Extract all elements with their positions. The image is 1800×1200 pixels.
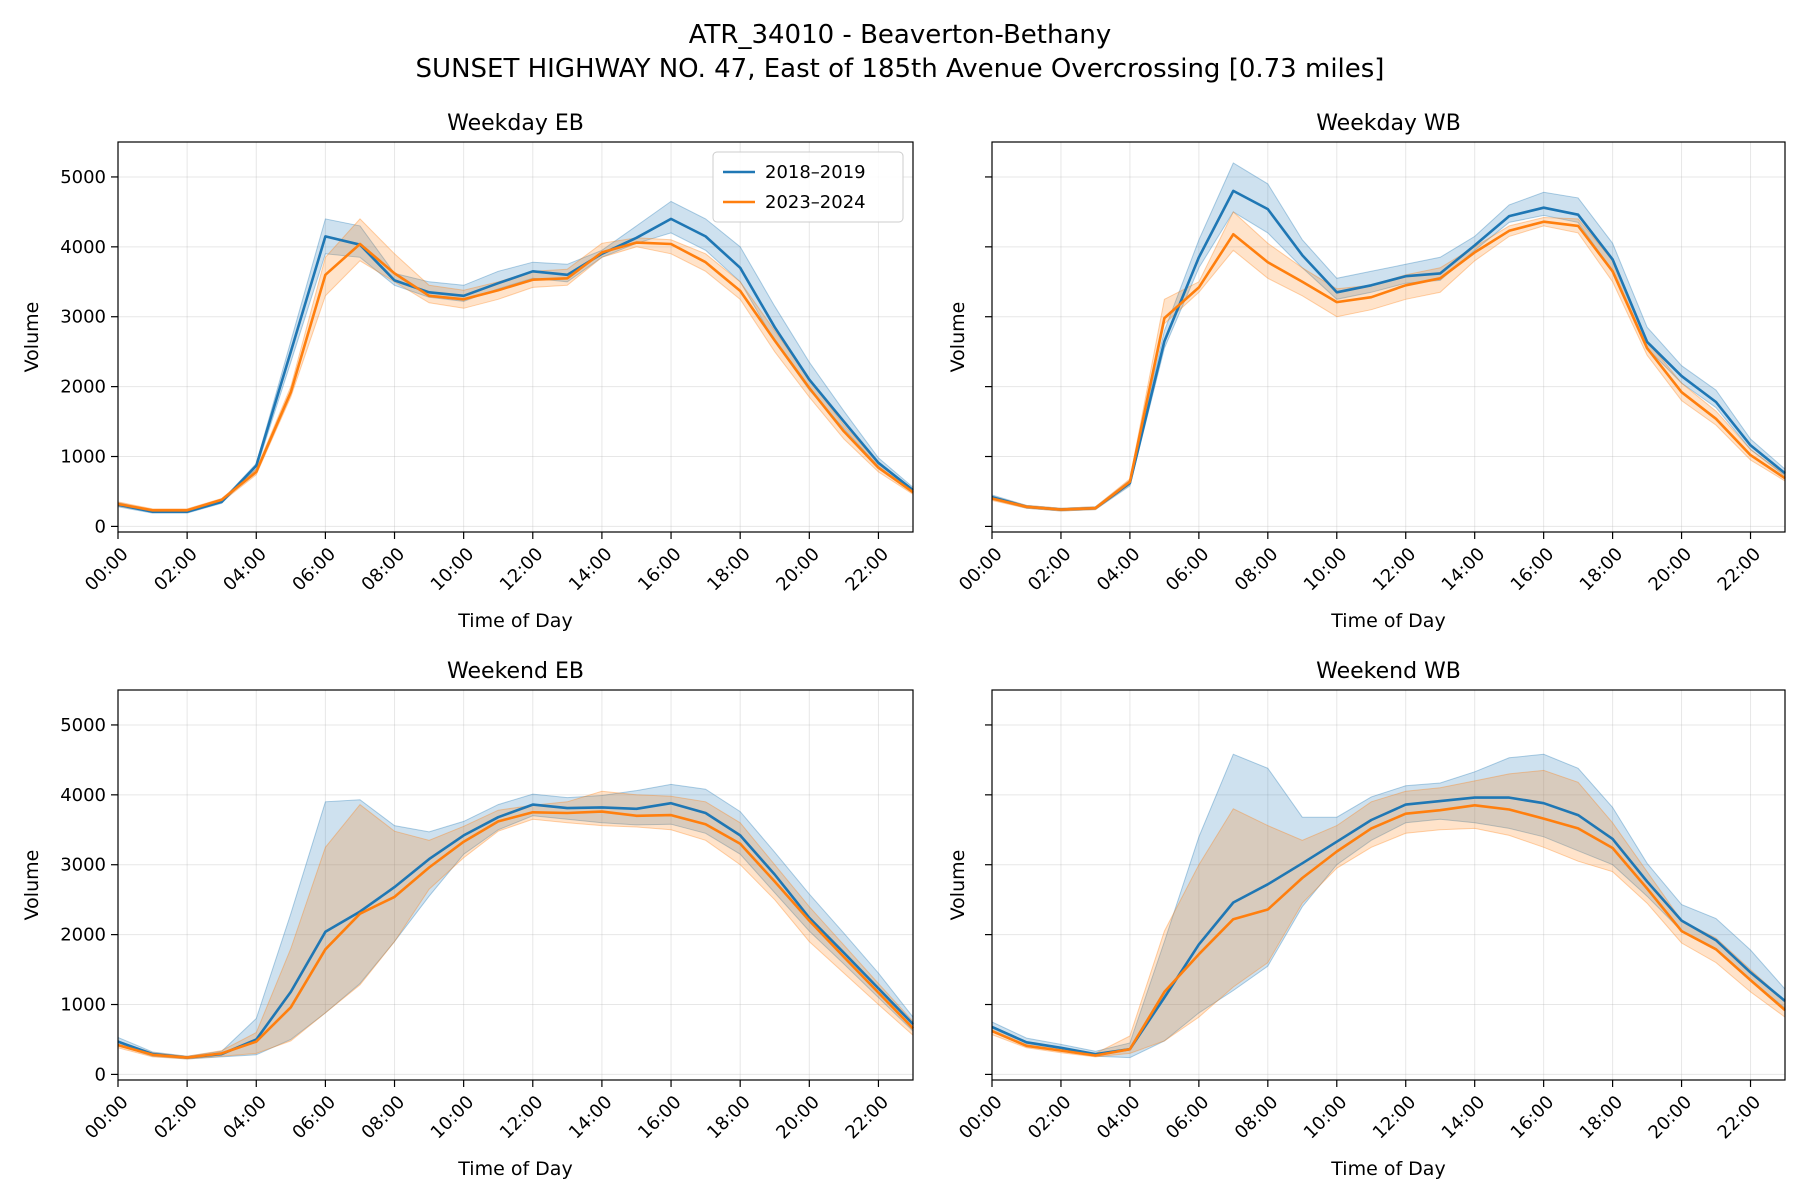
x-tick-label: 06:00	[288, 1092, 340, 1144]
chart-title: Weekday EB	[447, 111, 584, 136]
x-tick-label: 20:00	[772, 544, 824, 596]
y-tick-label: 2000	[60, 925, 106, 946]
x-tick-label: 02:00	[1024, 1092, 1076, 1144]
x-tick-label: 22:00	[1714, 1092, 1766, 1144]
x-tick-label: 20:00	[772, 1092, 824, 1144]
series-line-1	[117, 217, 914, 514]
series-line-2	[117, 810, 914, 1059]
x-tick-label: 00:00	[955, 1092, 1007, 1144]
y-axis-label: Volume	[21, 850, 43, 921]
x-tick-label: 08:00	[358, 544, 410, 596]
x-tick-label: 20:00	[1645, 1092, 1697, 1144]
legend-label-1: 2018–2019	[765, 162, 866, 183]
x-tick-label: 08:00	[1231, 1092, 1283, 1144]
y-axis-label: Volume	[947, 850, 969, 921]
x-tick-label: 08:00	[358, 1092, 410, 1144]
x-tick-label: 16:00	[634, 1092, 686, 1144]
x-tick-label: 00:00	[81, 544, 133, 596]
y-tick-label: 5000	[60, 167, 106, 188]
x-tick-label: 16:00	[1507, 1092, 1559, 1144]
series-line-2	[991, 220, 1786, 511]
chart-title: Weekday WB	[1316, 111, 1461, 136]
chart-panel-3: 00:00 02:00 04:00 06:00 08:00 10:00 12:00 14:00…	[21, 659, 914, 1180]
y-tick-label: 3000	[60, 307, 106, 328]
x-tick-label: 14:00	[565, 1092, 617, 1144]
x-tick-label: 06:00	[288, 544, 340, 596]
x-tick-label: 22:00	[841, 1092, 893, 1144]
series-band-1	[991, 162, 1786, 512]
chart-panel-2: 00:00 02:00 04:00 06:00 08:00 10:00 12:00 14:00…	[947, 111, 1786, 632]
x-tick-label: 18:00	[1576, 1092, 1628, 1144]
y-axis-label: Volume	[21, 302, 43, 373]
figure-title-line1: ATR_34010 - Beaverton-Bethany	[688, 20, 1112, 50]
figure-title-line2: SUNSET HIGHWAY NO. 47, East of 185th Ave…	[415, 54, 1385, 84]
x-tick-label: 00:00	[81, 1092, 133, 1144]
y-tick-label: 4000	[60, 237, 106, 258]
x-tick-label: 02:00	[150, 544, 202, 596]
x-tick-label: 12:00	[1369, 544, 1421, 596]
x-tick-label: 14:00	[565, 544, 617, 596]
axes-frame	[991, 141, 1786, 533]
series-line-2	[991, 803, 1786, 1057]
x-tick-label: 14:00	[1438, 544, 1490, 596]
x-tick-label: 06:00	[1162, 544, 1214, 596]
x-tick-label: 02:00	[1024, 544, 1076, 596]
chart-title: Weekend EB	[447, 659, 584, 684]
x-tick-label: 04:00	[1093, 544, 1145, 596]
legend-box	[712, 151, 904, 223]
x-tick-label: 20:00	[1645, 544, 1697, 596]
series-line-2	[117, 241, 914, 512]
y-tick-label: 1000	[60, 447, 106, 468]
y-tick-label: 2000	[60, 377, 106, 398]
series-band-2	[117, 790, 914, 1060]
x-tick-label: 02:00	[150, 1092, 202, 1144]
axes-frame	[117, 689, 914, 1081]
x-tick-label: 12:00	[1369, 1092, 1421, 1144]
y-tick-label: 0	[95, 516, 106, 537]
x-tick-label: 12:00	[496, 544, 548, 596]
x-axis-label: Time of Day	[457, 1158, 572, 1180]
x-tick-label: 16:00	[1507, 544, 1559, 596]
x-axis-label: Time of Day	[1330, 1158, 1445, 1180]
x-tick-label: 06:00	[1162, 1092, 1214, 1144]
x-tick-label: 04:00	[219, 544, 271, 596]
x-tick-label: 18:00	[703, 1092, 755, 1144]
y-tick-label: 0	[95, 1064, 106, 1085]
legend-label-2: 2023–2024	[765, 192, 866, 213]
y-tick-label: 3000	[60, 855, 106, 876]
x-tick-label: 10:00	[1300, 1092, 1352, 1144]
x-tick-label: 10:00	[427, 544, 479, 596]
y-axis-label: Volume	[947, 302, 969, 373]
x-tick-label: 00:00	[955, 544, 1007, 596]
x-tick-label: 18:00	[1576, 544, 1628, 596]
x-tick-label: 18:00	[703, 544, 755, 596]
chart-panel-4: 00:00 02:00 04:00 06:00 08:00 10:00 12:00 14:00…	[947, 659, 1786, 1180]
x-tick-label: 14:00	[1438, 1092, 1490, 1144]
x-tick-label: 10:00	[1300, 544, 1352, 596]
x-tick-label: 22:00	[1714, 544, 1766, 596]
chart-title: Weekend WB	[1316, 659, 1461, 684]
series-line-1	[117, 801, 914, 1059]
legend: 2018–2019 2023–2024	[712, 151, 904, 223]
x-tick-label: 12:00	[496, 1092, 548, 1144]
x-tick-label: 22:00	[841, 544, 893, 596]
x-axis-label: Time of Day	[1330, 610, 1445, 632]
y-tick-label: 1000	[60, 995, 106, 1016]
y-tick-label: 4000	[60, 785, 106, 806]
y-tick-label: 5000	[60, 715, 106, 736]
x-tick-label: 16:00	[634, 544, 686, 596]
x-axis-label: Time of Day	[457, 610, 572, 632]
chart-panel-1: 00:00 02:00 04:00 06:00 08:00 10:00 12:00 14:00…	[21, 111, 914, 632]
axes-frame	[991, 689, 1786, 1081]
axes-frame	[117, 141, 914, 533]
x-tick-label: 04:00	[219, 1092, 271, 1144]
x-tick-label: 04:00	[1093, 1092, 1145, 1144]
x-tick-label: 08:00	[1231, 544, 1283, 596]
x-tick-label: 10:00	[427, 1092, 479, 1144]
